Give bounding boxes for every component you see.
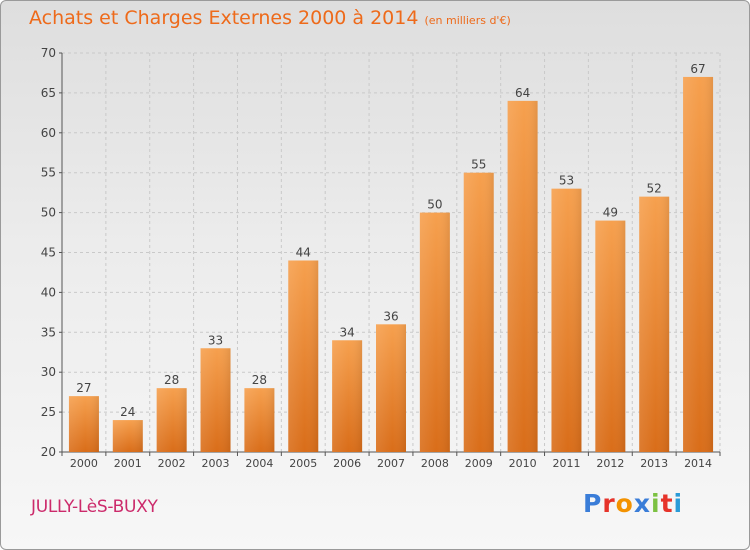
bar-shade-2004 [244,388,275,452]
chart-title: Achats et Charges Externes 2000 à 2014 (e… [29,7,511,29]
data-label: 67 [690,62,705,76]
data-label: 34 [339,325,354,339]
chart-title-text: Achats et Charges Externes 2000 à 2014 [29,7,419,29]
logo-letter: i [673,489,684,518]
data-label: 50 [427,198,442,212]
x-tick-label: 2011 [552,457,580,470]
bar-shade-2003 [200,348,231,452]
data-label: 36 [383,309,398,323]
y-tick-label: 45 [41,246,56,260]
y-tick-label: 35 [41,325,56,339]
data-label: 24 [120,405,135,419]
y-tick-label: 25 [41,405,56,419]
bar-shade-2006 [332,340,363,452]
bar-shade-2005 [288,260,319,452]
logo-letter: i [651,489,661,518]
bars [68,76,714,452]
x-tick-label: 2006 [333,457,361,470]
proxiti-logo[interactable]: Proxiti [583,489,683,518]
bar-shade-2011 [551,188,582,452]
x-tick-label: 2005 [289,457,317,470]
x-tick-label: 2010 [509,457,537,470]
x-tick-label: 2014 [684,457,712,470]
bar-shade-2000 [68,396,99,452]
x-tick-label: 2003 [202,457,230,470]
y-tick-label: 65 [41,86,56,100]
logo-letter: x [633,489,651,518]
town-name: JULLY-LèS-BUXY [31,497,158,517]
data-label: 55 [471,158,486,172]
bar-shade-2007 [376,324,406,452]
bar-shade-2010 [507,100,538,452]
data-label: 28 [252,373,267,387]
data-label: 49 [603,206,618,220]
y-tick-label: 30 [41,365,56,379]
x-tick-label: 2004 [245,457,273,470]
x-tick-label: 2007 [377,457,405,470]
data-label: 33 [208,333,223,347]
data-label: 28 [164,373,179,387]
labels: 20 25 30 35 40 45 50 55 60 65 70 27 2000 24 2001 28 2002… [41,46,712,470]
bar-shade-2001 [112,420,143,452]
data-label: 53 [559,174,574,188]
bar-shade-2014 [683,76,714,452]
bar-shade-2009 [463,172,494,452]
x-tick-label: 2000 [70,457,98,470]
data-label: 64 [515,86,530,100]
y-tick-label: 55 [41,166,56,180]
bar-shade-2008 [419,212,450,452]
y-tick-label: 50 [41,206,56,220]
bar-shade-2013 [639,196,670,452]
logo-letter: t [660,489,674,518]
logo-letter: r [602,489,616,518]
chart-unit: (en milliers d'€) [424,14,511,27]
data-label: 52 [647,182,662,196]
bar-shade-2012 [595,220,626,452]
x-tick-label: 2001 [114,457,142,470]
logo-letter: o [615,489,634,518]
x-tick-label: 2012 [596,457,624,470]
x-tick-label: 2008 [421,457,449,470]
data-label: 44 [296,245,311,259]
data-label: 27 [76,381,91,395]
y-tick-label: 60 [41,126,56,140]
x-tick-label: 2002 [158,457,186,470]
y-tick-label: 20 [41,445,56,459]
bar-shade-2002 [156,388,187,452]
y-tick-label: 40 [41,285,56,299]
x-tick-label: 2013 [640,457,668,470]
y-tick-label: 70 [41,46,56,60]
logo-letter: P [583,489,603,518]
x-tick-label: 2009 [465,457,493,470]
